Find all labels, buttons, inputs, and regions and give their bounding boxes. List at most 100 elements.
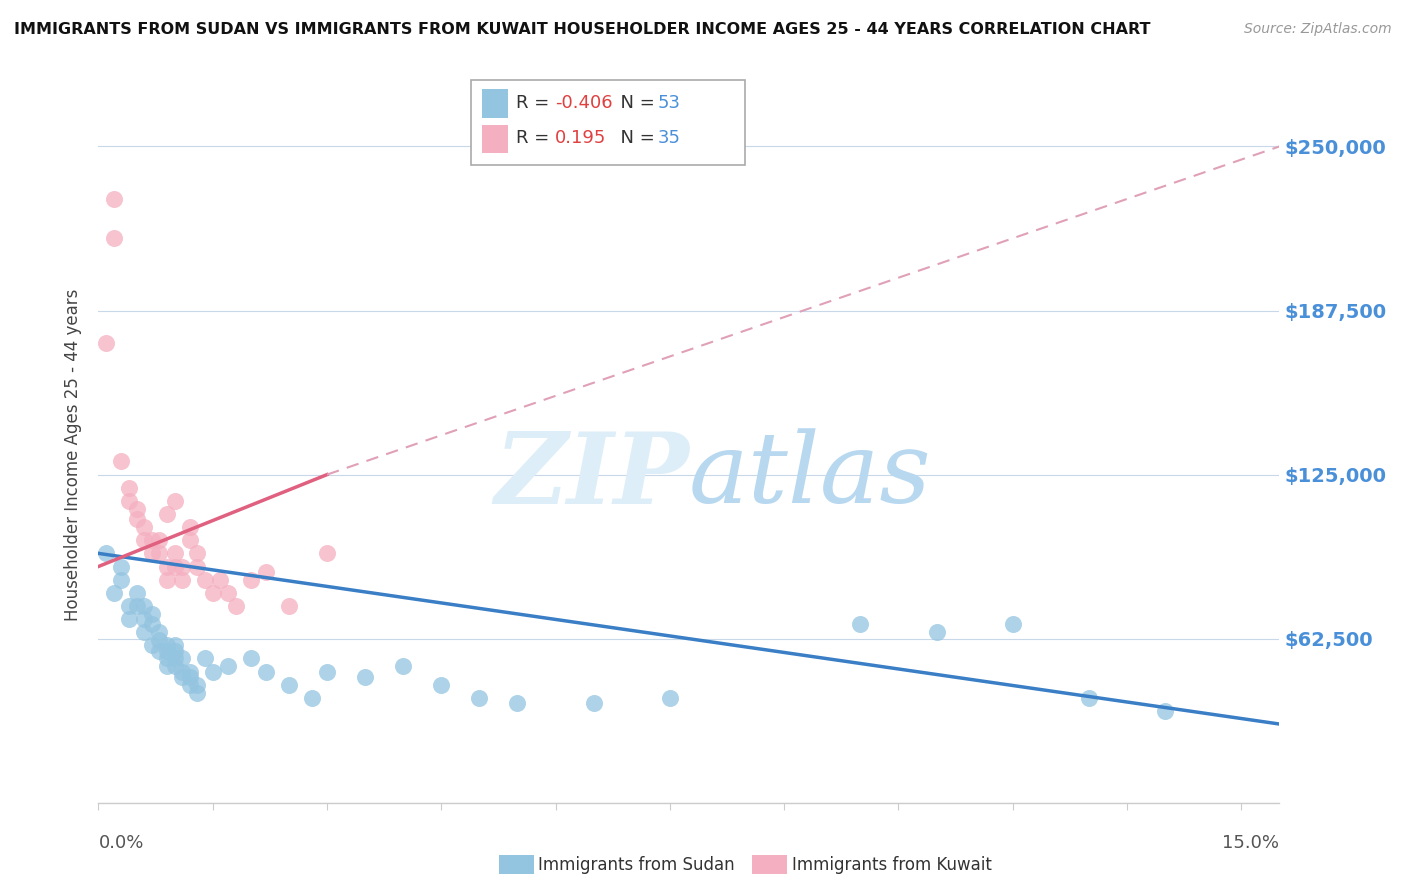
- Point: [354, 670, 377, 684]
- Point: [156, 559, 179, 574]
- Point: [201, 665, 224, 679]
- Point: [125, 586, 148, 600]
- Point: [849, 617, 872, 632]
- Point: [103, 192, 125, 206]
- Text: 15.0%: 15.0%: [1222, 834, 1279, 852]
- Point: [141, 533, 163, 548]
- Point: [134, 599, 156, 613]
- Text: Source: ZipAtlas.com: Source: ZipAtlas.com: [1244, 22, 1392, 37]
- Point: [254, 665, 277, 679]
- Point: [94, 546, 117, 560]
- Point: [134, 612, 156, 626]
- Point: [277, 678, 299, 692]
- Point: [301, 690, 323, 705]
- Text: 35: 35: [658, 129, 681, 147]
- Point: [163, 651, 186, 665]
- Point: [134, 625, 156, 640]
- Point: [254, 565, 277, 579]
- Point: [172, 670, 194, 684]
- Point: [118, 599, 141, 613]
- Point: [118, 481, 141, 495]
- Point: [1078, 690, 1101, 705]
- Point: [125, 599, 148, 613]
- Point: [925, 625, 948, 640]
- Point: [156, 643, 179, 657]
- Point: [209, 573, 232, 587]
- Point: [658, 690, 681, 705]
- Point: [148, 533, 170, 548]
- Point: [179, 520, 201, 534]
- Text: R =: R =: [516, 129, 561, 147]
- Point: [194, 651, 217, 665]
- Point: [163, 559, 186, 574]
- Point: [179, 678, 201, 692]
- Y-axis label: Householder Income Ages 25 - 44 years: Householder Income Ages 25 - 44 years: [65, 289, 83, 621]
- Text: IMMIGRANTS FROM SUDAN VS IMMIGRANTS FROM KUWAIT HOUSEHOLDER INCOME AGES 25 - 44 : IMMIGRANTS FROM SUDAN VS IMMIGRANTS FROM…: [14, 22, 1150, 37]
- Point: [148, 546, 170, 560]
- Point: [125, 501, 148, 516]
- Point: [172, 559, 194, 574]
- Point: [156, 507, 179, 521]
- Point: [468, 690, 491, 705]
- Text: 53: 53: [658, 94, 681, 112]
- Point: [141, 546, 163, 560]
- Point: [148, 633, 170, 648]
- Point: [156, 651, 179, 665]
- Text: Immigrants from Sudan: Immigrants from Sudan: [538, 856, 735, 874]
- Text: 0.195: 0.195: [555, 129, 607, 147]
- Text: atlas: atlas: [689, 428, 932, 524]
- Point: [186, 685, 208, 699]
- Point: [179, 665, 201, 679]
- Point: [156, 638, 179, 652]
- Point: [141, 617, 163, 632]
- Point: [277, 599, 299, 613]
- Point: [186, 559, 208, 574]
- Point: [134, 533, 156, 548]
- Point: [316, 546, 339, 560]
- Point: [186, 546, 208, 560]
- Point: [217, 586, 239, 600]
- Text: N =: N =: [609, 129, 661, 147]
- Point: [1154, 704, 1177, 718]
- Point: [217, 659, 239, 673]
- Point: [430, 678, 453, 692]
- Point: [141, 638, 163, 652]
- Point: [239, 573, 262, 587]
- Point: [172, 651, 194, 665]
- Point: [148, 643, 170, 657]
- Point: [118, 494, 141, 508]
- Point: [163, 659, 186, 673]
- Point: [141, 607, 163, 621]
- Point: [110, 454, 132, 468]
- Point: [163, 643, 186, 657]
- Point: [125, 512, 148, 526]
- Point: [1001, 617, 1024, 632]
- Point: [148, 625, 170, 640]
- Text: R =: R =: [516, 94, 555, 112]
- Point: [163, 494, 186, 508]
- Point: [201, 586, 224, 600]
- Point: [103, 586, 125, 600]
- Point: [163, 638, 186, 652]
- Point: [582, 696, 605, 710]
- Point: [316, 665, 339, 679]
- Point: [225, 599, 247, 613]
- Point: [156, 573, 179, 587]
- Point: [172, 665, 194, 679]
- Point: [186, 678, 208, 692]
- Point: [194, 573, 217, 587]
- Text: Immigrants from Kuwait: Immigrants from Kuwait: [792, 856, 991, 874]
- Text: N =: N =: [609, 94, 661, 112]
- Point: [506, 696, 529, 710]
- Point: [172, 573, 194, 587]
- Point: [118, 612, 141, 626]
- Point: [163, 546, 186, 560]
- Point: [110, 559, 132, 574]
- Point: [156, 659, 179, 673]
- Text: ZIP: ZIP: [494, 427, 689, 524]
- Point: [94, 336, 117, 351]
- Point: [179, 670, 201, 684]
- Text: 0.0%: 0.0%: [98, 834, 143, 852]
- Point: [239, 651, 262, 665]
- Point: [134, 520, 156, 534]
